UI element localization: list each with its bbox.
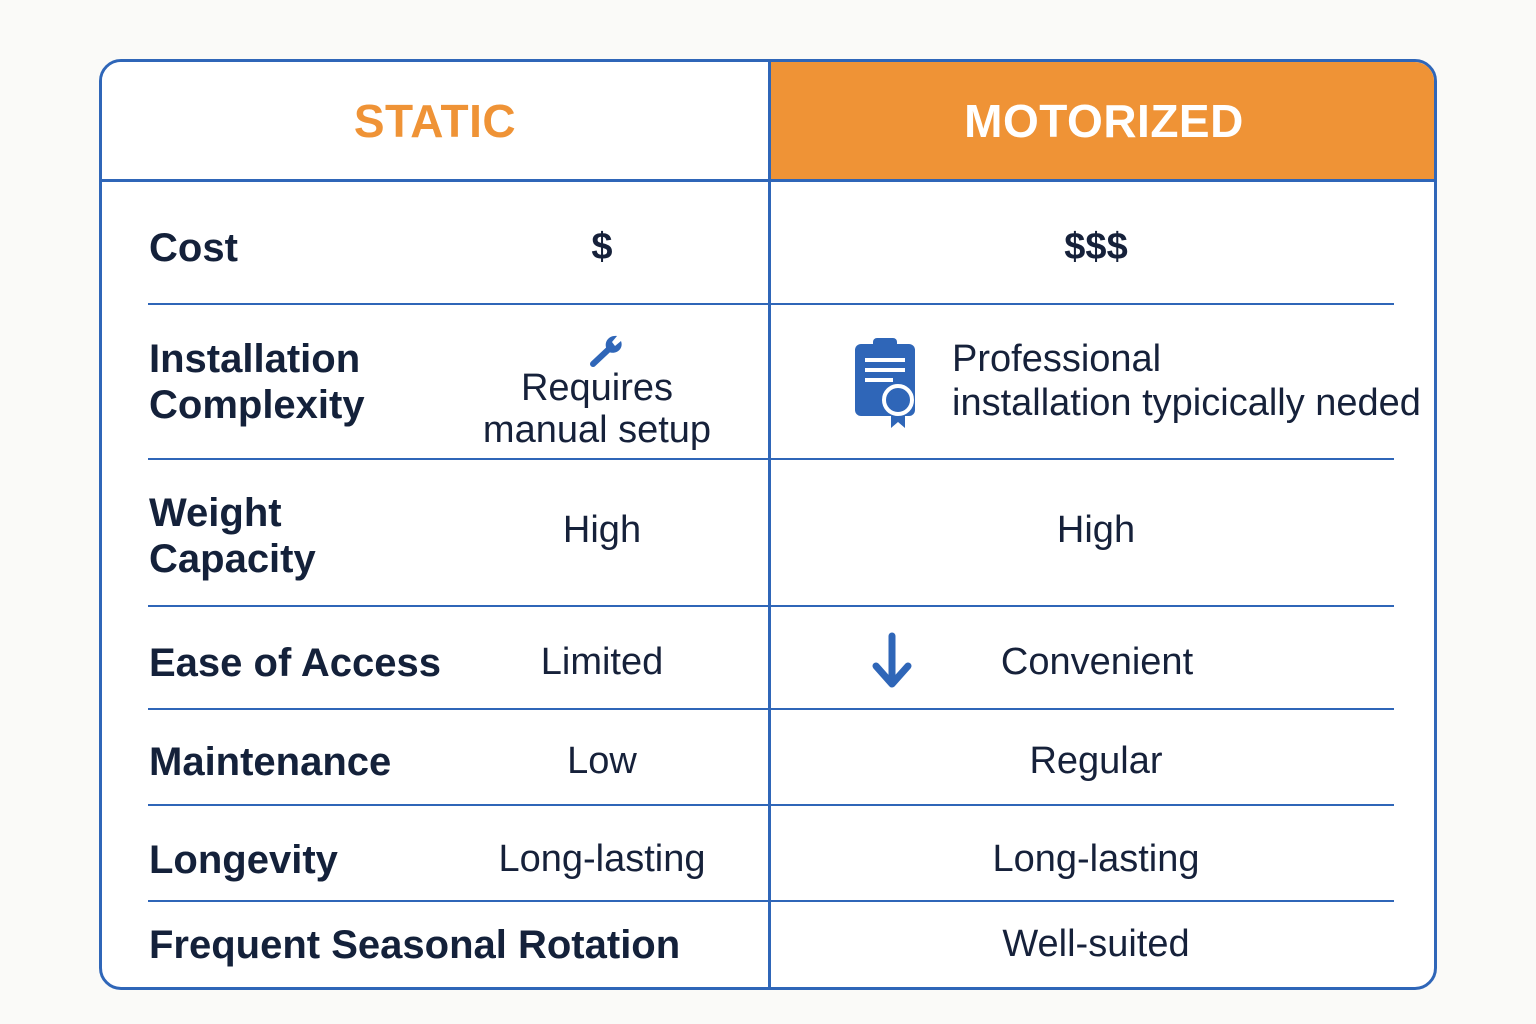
- static-cost-value: $: [591, 226, 613, 268]
- row-label-line: Installation: [149, 337, 361, 381]
- static-installation-value: Requires manual setup: [447, 367, 747, 451]
- static-maintenance-value: Low: [567, 740, 637, 782]
- column-divider: [768, 62, 771, 987]
- row-label-ease-of-access: Ease of Access: [149, 641, 442, 685]
- wrench-icon: [590, 335, 622, 367]
- motorized-rotation-value: Well-suited: [1002, 923, 1190, 965]
- motorized-installation-line: Professional: [952, 338, 1162, 380]
- motorized-cost-value: $$$: [1064, 226, 1128, 268]
- row-label-frequent-seasonal-rotation: Frequent Seasonal Rotation: [149, 923, 681, 967]
- row-label-line: Capacity: [149, 537, 316, 581]
- motorized-access-value: Convenient: [1000, 641, 1194, 683]
- motorized-installation-value: Professional installation typicically ne…: [952, 337, 1432, 425]
- row-label-line: Complexity: [149, 383, 365, 427]
- row-label-maintenance: Maintenance: [149, 740, 392, 784]
- comparison-table: STATIC MOTORIZED Cost $ $$$ Installation…: [99, 59, 1437, 990]
- static-weight-value: High: [562, 509, 642, 551]
- row-divider: [148, 605, 1394, 607]
- row-label-line: Weight: [149, 491, 282, 535]
- header-motorized: MOTORIZED: [771, 62, 1434, 179]
- row-divider: [148, 804, 1394, 806]
- down-arrow-icon: [872, 632, 912, 688]
- motorized-weight-value: High: [1056, 509, 1136, 551]
- motorized-longevity-value: Long-lasting: [992, 838, 1200, 880]
- certificate-icon: [855, 338, 915, 428]
- row-label-cost: Cost: [149, 226, 238, 270]
- row-label-installation-complexity: Installation Complexity: [149, 336, 365, 428]
- row-label-weight-capacity: Weight Capacity: [149, 490, 316, 582]
- header-static: STATIC: [102, 62, 768, 179]
- motorized-installation-line: installation typicically neded: [952, 382, 1421, 424]
- row-divider: [148, 303, 1394, 305]
- motorized-maintenance-value: Regular: [1029, 740, 1163, 782]
- row-divider: [148, 900, 1394, 902]
- row-label-longevity: Longevity: [149, 838, 338, 882]
- static-installation-line: manual setup: [482, 409, 712, 451]
- row-divider: [148, 708, 1394, 710]
- static-access-value: Limited: [540, 641, 664, 683]
- static-longevity-value: Long-lasting: [498, 838, 706, 880]
- static-installation-line: Requires: [520, 367, 674, 409]
- row-divider: [148, 458, 1394, 460]
